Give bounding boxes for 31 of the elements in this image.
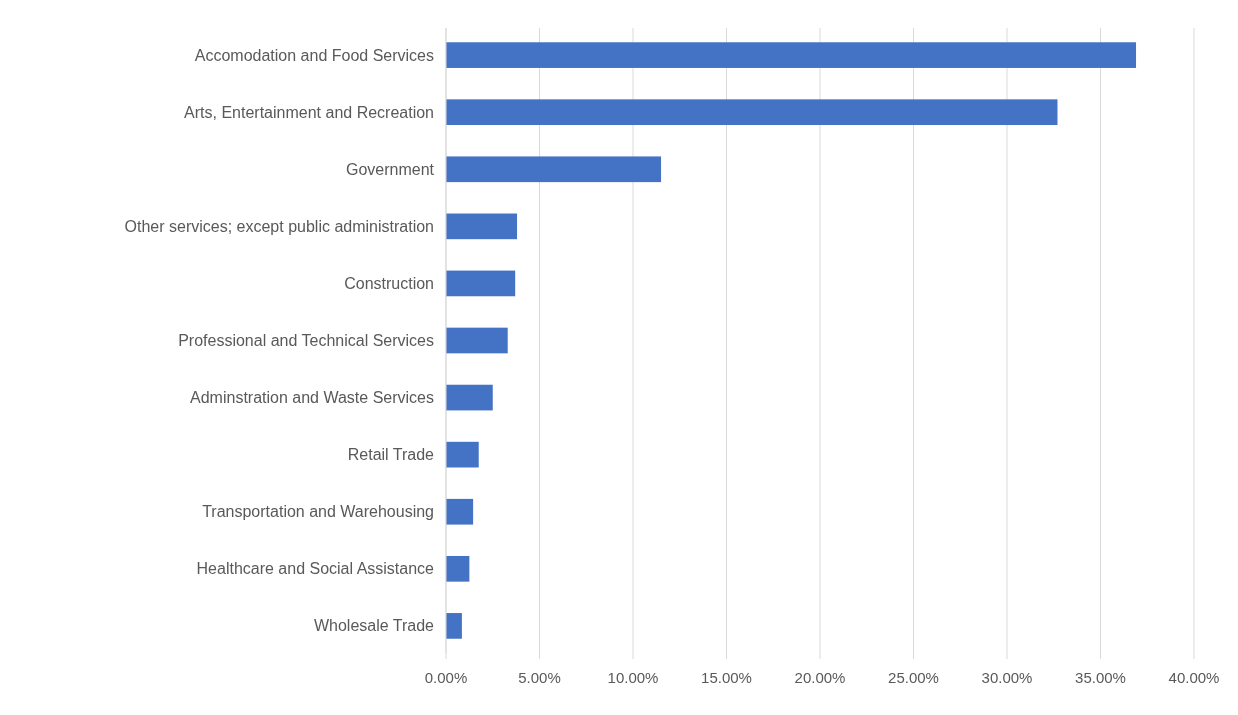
x-tick-label: 0.00%: [424, 669, 468, 686]
y-tick-label: Other services; except public administration: [124, 217, 434, 235]
y-tick-label: Professional and Technical Services: [178, 332, 434, 350]
x-tick-label: 15.00%: [701, 669, 752, 686]
x-tick-label: 35.00%: [1075, 669, 1126, 686]
bar: [446, 42, 1137, 68]
y-tick-label: Government: [345, 160, 435, 178]
x-tick-label: 20.00%: [794, 669, 846, 686]
y-tick-label: Arts, Entertainment and Recreation: [184, 103, 434, 121]
bar: [446, 270, 516, 297]
bar: [446, 441, 479, 468]
y-tick-label: Wholesale Trade: [313, 617, 435, 635]
y-tick-label: Transportation and Warehousing: [202, 503, 434, 521]
x-tick-label: 5.00%: [518, 669, 561, 686]
x-tick-label: 40.00%: [1168, 669, 1220, 686]
bar: [446, 613, 462, 639]
y-tick-label: Healthcare and Social Assistance: [196, 560, 435, 578]
x-tick-label: 25.00%: [888, 669, 939, 686]
y-tick-label: Construction: [344, 275, 434, 293]
bar: [446, 99, 1058, 126]
bar: [446, 555, 470, 582]
y-tick-label: Retail Trade: [347, 446, 435, 464]
y-tick-label: Adminstration and Waste Services: [190, 389, 434, 407]
bar: [446, 156, 662, 183]
bar: [446, 498, 474, 525]
bar: [446, 213, 518, 240]
x-tick-label: 10.00%: [607, 669, 659, 686]
bar: [446, 384, 493, 411]
bar: [446, 327, 508, 354]
y-tick-label: Accomodation and Food Services: [194, 46, 434, 64]
x-tick-label: 30.00%: [981, 669, 1033, 686]
